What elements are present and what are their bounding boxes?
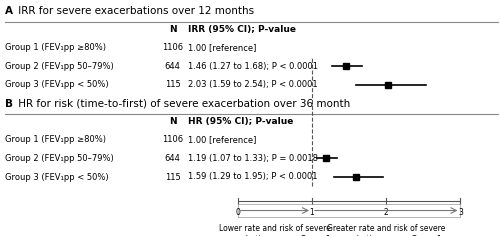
Text: Group 2 (FEV₁pp 50–79%): Group 2 (FEV₁pp 50–79%) (5, 62, 114, 71)
Text: HR (95% CI); P-value: HR (95% CI); P-value (188, 117, 293, 126)
Text: 1106: 1106 (162, 135, 183, 144)
Text: 1.59 (1.29 to 1.95); P < 0.0001: 1.59 (1.29 to 1.95); P < 0.0001 (188, 173, 317, 181)
Text: B: B (5, 99, 13, 109)
Text: Group 1 (FEV₁pp ≥80%): Group 1 (FEV₁pp ≥80%) (5, 43, 106, 52)
Text: IRR for severe exacerbations over 12 months: IRR for severe exacerbations over 12 mon… (15, 6, 254, 16)
Text: 1106: 1106 (162, 43, 183, 52)
Text: HR for risk (time-to-first) of severe exacerbation over 36 month: HR for risk (time-to-first) of severe ex… (15, 99, 350, 109)
Text: A: A (5, 6, 13, 16)
Text: 3: 3 (458, 208, 463, 217)
Text: N: N (168, 117, 176, 126)
Text: 1: 1 (310, 208, 314, 217)
Text: IRR (95% CI); P-value: IRR (95% CI); P-value (188, 25, 296, 34)
Text: Group 2 (FEV₁pp 50–79%): Group 2 (FEV₁pp 50–79%) (5, 154, 114, 163)
Text: Lower rate and risk of severe
exacerbation versus Group 1: Lower rate and risk of severe exacerbati… (219, 224, 331, 236)
Text: 2.03 (1.59 to 2.54); P < 0.0001: 2.03 (1.59 to 2.54); P < 0.0001 (188, 80, 317, 89)
Text: Group 1 (FEV₁pp ≥80%): Group 1 (FEV₁pp ≥80%) (5, 135, 106, 144)
Text: 1.00 [reference]: 1.00 [reference] (188, 135, 256, 144)
Text: 115: 115 (164, 80, 180, 89)
Text: 644: 644 (164, 154, 180, 163)
Text: 0: 0 (236, 208, 240, 217)
Text: N: N (168, 25, 176, 34)
Text: 115: 115 (164, 173, 180, 181)
Text: 1.00 [reference]: 1.00 [reference] (188, 43, 256, 52)
Text: Greater rate and risk of severe
exacerbation versus Group 1: Greater rate and risk of severe exacerba… (327, 224, 446, 236)
Text: Group 3 (FEV₁pp < 50%): Group 3 (FEV₁pp < 50%) (5, 80, 108, 89)
Text: Group 3 (FEV₁pp < 50%): Group 3 (FEV₁pp < 50%) (5, 173, 108, 181)
Text: 1.46 (1.27 to 1.68); P < 0.0001: 1.46 (1.27 to 1.68); P < 0.0001 (188, 62, 318, 71)
Text: 644: 644 (164, 62, 180, 71)
Text: 1.19 (1.07 to 1.33); P = 0.0018: 1.19 (1.07 to 1.33); P = 0.0018 (188, 154, 318, 163)
Text: 2: 2 (384, 208, 388, 217)
